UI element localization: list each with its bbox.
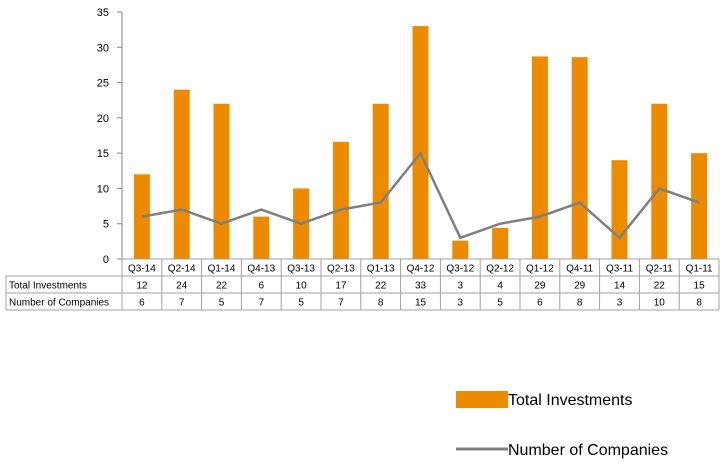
x-tick-label: Q2-11: [646, 264, 673, 275]
table-cell: 22: [375, 281, 387, 292]
table-cell: 7: [259, 298, 265, 309]
y-tick-label: 30: [97, 42, 109, 54]
bar-q1-12: [531, 56, 548, 260]
y-tick-label: 35: [97, 7, 109, 19]
table-row-header: Number of Companies: [9, 298, 109, 309]
x-tick-label: Q3-11: [606, 264, 633, 275]
legend-label-total-investments: Total Investments: [508, 392, 633, 409]
table-cell: 29: [574, 281, 586, 292]
x-tick-label: Q3-13: [287, 264, 315, 275]
x-tick-label: Q1-12: [526, 264, 554, 275]
x-tick-label: Q1-13: [367, 264, 395, 275]
data-table: Q3-14 Q2-14 Q1-14 Q4-13 Q3-13 Q2-13 Q1-13 Q4-12…: [5, 258, 720, 311]
table-cell: 12: [136, 281, 148, 292]
bar-q4-11: [571, 57, 588, 260]
y-axis: 0 5 10 15 20 25 30 35: [97, 7, 123, 266]
table-cell: 24: [176, 281, 188, 292]
table-cell: 3: [617, 298, 623, 309]
line-series-number-of-companies: [141, 151, 700, 240]
bar-q1-14: [213, 103, 230, 259]
table-cell: 29: [534, 281, 546, 292]
y-tick-label: 20: [97, 113, 109, 125]
x-tick-label: Q3-12: [446, 264, 474, 275]
x-tick-label: Q1-11: [686, 264, 713, 275]
table-cell: 7: [338, 298, 344, 309]
table-row-header: Total Investments: [9, 281, 87, 292]
table-cell: 10: [654, 298, 666, 309]
legend-label-number-of-companies: Number of Companies: [508, 442, 668, 459]
table-cell: 8: [378, 298, 384, 309]
x-tick-label: Q4-11: [566, 264, 593, 275]
table-cell: 17: [335, 281, 347, 292]
bar-q2-14: [173, 89, 190, 259]
x-tick-label: Q3-14: [128, 264, 156, 275]
bar-q2-12: [492, 227, 509, 259]
y-tick-label: 15: [97, 148, 109, 160]
table-cell: 15: [415, 298, 427, 309]
table-cell: 22: [216, 281, 228, 292]
table-cell: 15: [694, 281, 706, 292]
table-cell: 5: [219, 298, 225, 309]
bar-q1-11: [691, 153, 708, 259]
x-tick-label: Q2-13: [327, 264, 355, 275]
x-tick-label: Q4-13: [247, 264, 275, 275]
legend-swatch-total-investments: [456, 391, 508, 408]
bar-q4-12: [412, 26, 429, 259]
table-cell: 10: [296, 281, 308, 292]
table-cell: 6: [537, 298, 543, 309]
table-cell: 5: [298, 298, 304, 309]
table-cell: 14: [614, 281, 626, 292]
bar-q3-12: [452, 240, 469, 259]
bar-q3-11: [611, 160, 628, 259]
legend: Total Investments Number of Companies: [456, 391, 668, 459]
table-cell: 33: [415, 281, 427, 292]
table-cell: 8: [696, 298, 702, 309]
y-tick-label: 0: [103, 254, 109, 266]
table-cell: 3: [458, 281, 464, 292]
y-tick-label: 25: [97, 78, 109, 90]
y-tick-label: 5: [103, 219, 109, 231]
x-tick-label: Q1-14: [208, 264, 236, 275]
x-tick-label: Q4-12: [407, 264, 435, 275]
table-cell: 22: [654, 281, 666, 292]
bar-q2-13: [332, 141, 349, 259]
table-cell: 5: [497, 298, 503, 309]
table-cell: 6: [139, 298, 145, 309]
table-cell: 4: [497, 281, 503, 292]
bar-q1-13: [372, 103, 389, 259]
bar-series-total-investments: [133, 26, 708, 260]
table-cell: 6: [259, 281, 265, 292]
bar-q2-11: [651, 103, 668, 259]
table-cell: 3: [458, 298, 464, 309]
bar-q4-13: [253, 216, 270, 259]
x-tick-label: Q2-12: [486, 264, 514, 275]
x-tick-label: Q2-14: [168, 264, 196, 275]
table-cell: 8: [577, 298, 583, 309]
table-cell: 7: [179, 298, 185, 309]
y-tick-label: 10: [97, 183, 109, 195]
